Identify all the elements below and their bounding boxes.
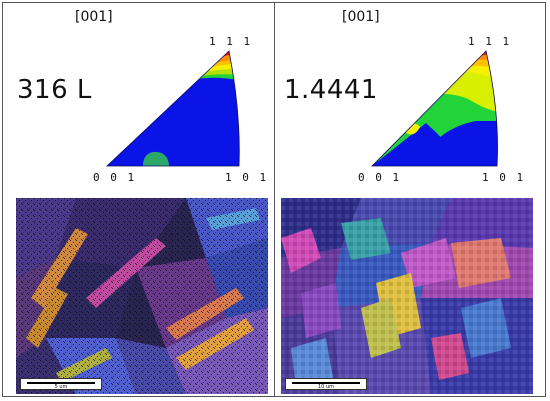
scale-bar-text: 5 um [54, 384, 68, 390]
ebsd-grain-map [16, 198, 268, 394]
alloy-label: 1.4441 [284, 75, 378, 105]
pole-101-label: 1 0 1 [225, 171, 269, 184]
alloy-label: 316 L [17, 75, 92, 105]
direction-label: [001] [75, 9, 113, 25]
pole-111-label: 1 1 1 [209, 35, 253, 48]
pole-111-label: 1 1 1 [468, 35, 512, 48]
ebsd-map: 5 um [16, 198, 268, 394]
scale-bar-line [27, 382, 95, 384]
panel-316l: [001] 316 L 1 1 1 0 0 1 1 0 1 [3, 3, 273, 396]
pole-101-label: 1 0 1 [482, 171, 526, 184]
pole-001-label: 0 0 1 [358, 171, 402, 184]
inverse-pole-figure [105, 50, 240, 167]
scale-bar: 5 um [20, 378, 102, 390]
pole-001-label: 0 0 1 [93, 171, 137, 184]
ebsd-map: 10 um [281, 198, 533, 394]
scale-bar-text: 10 um [318, 384, 334, 390]
panel-14441: [001] 1.4441 1 1 1 0 0 1 1 0 1 [276, 3, 546, 396]
scale-bar: 10 um [285, 378, 367, 390]
ebsd-grain-map [281, 198, 533, 394]
inverse-pole-figure [371, 50, 498, 167]
scale-bar-line [292, 382, 360, 384]
panel-divider [274, 2, 275, 397]
direction-label: [001] [342, 9, 380, 25]
